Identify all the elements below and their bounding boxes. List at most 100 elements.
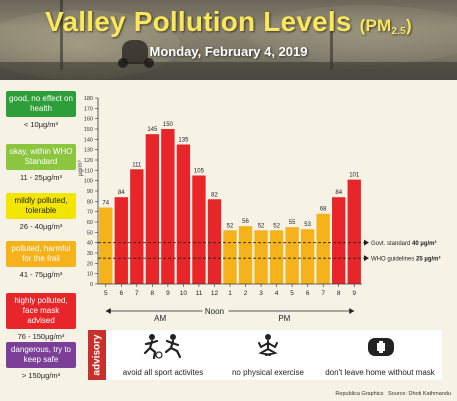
reference-arrow — [364, 239, 369, 246]
advisory-item-label: avoid all sport activites — [122, 368, 204, 377]
x-tick-label: 1 — [228, 290, 232, 297]
legend-swatch: okay, within WHO Standard — [6, 144, 76, 170]
bar — [223, 230, 237, 284]
y-tick-label: 60 — [87, 220, 93, 226]
legend-item: mildly polluted, tolerable 26 - 40µg/m³ — [6, 193, 76, 231]
x-tick-label: 11 — [196, 290, 203, 297]
road-decoration — [0, 62, 457, 80]
bar — [192, 175, 206, 284]
y-tick-label: 10 — [87, 272, 93, 278]
reference-arrow — [364, 255, 369, 262]
advisory-item-label: no physical exercise — [231, 368, 305, 377]
wheel-silhouette — [118, 58, 128, 68]
bar-value-label: 105 — [194, 169, 205, 175]
y-tick-label: 50 — [87, 230, 93, 236]
bar-value-label: 82 — [211, 192, 218, 198]
legend-swatch: highly polluted, face mask advised — [6, 293, 76, 329]
advisory-item-sport: avoid all sport activites — [108, 330, 218, 380]
header-banner: Valley Pollution Levels (PM2.5) Monday, … — [0, 0, 457, 80]
reference-line-value: 40 µg/m³ — [412, 240, 436, 247]
y-tick-label: 100 — [84, 179, 93, 185]
bar — [207, 199, 222, 284]
y-tick-label: 160 — [84, 117, 93, 123]
legend-range: 26 - 40µg/m³ — [19, 222, 63, 231]
advisory-item-exercise: no physical exercise — [218, 330, 318, 380]
publisher-label: Republica Graphics — [335, 391, 384, 397]
bar — [254, 230, 268, 284]
y-tick-label: 20 — [87, 261, 93, 267]
y-tick-label: 110 — [84, 168, 93, 174]
legend-range: > 150µg/m³ — [21, 371, 61, 380]
legend-swatch: dangerous, try to keep safe — [6, 342, 76, 368]
legend-swatch: polluted, harmful for the frail — [6, 241, 76, 267]
x-tick-label: 2 — [244, 290, 248, 297]
advisory-item-mask: don't leave home without mask — [318, 330, 442, 380]
bar-value-label: 68 — [320, 207, 327, 213]
bar-value-label: 74 — [102, 201, 109, 207]
wheel-silhouette — [144, 58, 154, 68]
reference-line-name: Govt. standard — [371, 241, 412, 247]
period-arrow — [349, 308, 355, 314]
y-tick-label: 0 — [90, 282, 93, 288]
legend-item: highly polluted, face mask advised 76 - 1… — [6, 293, 76, 341]
bar — [145, 134, 160, 284]
bar — [176, 144, 191, 284]
x-tick-label: 6 — [306, 290, 310, 297]
bar — [285, 227, 299, 284]
x-tick-label: 6 — [119, 290, 123, 297]
x-tick-label: 10 — [180, 290, 188, 297]
haze-decoration — [250, 5, 457, 65]
bar — [238, 226, 253, 284]
advisory-panel: advisory avoid all sport activites no ph… — [88, 330, 442, 380]
legend-item: good, no effect on health < 10µg/m³ — [6, 91, 76, 129]
legend-range: 41 - 75µg/m³ — [19, 270, 63, 279]
unit-sub: 2.5 — [391, 26, 406, 37]
legend-range: 11 - 25µg/m³ — [19, 173, 63, 182]
period-label-noon: Noon — [205, 307, 224, 316]
bar — [269, 230, 284, 284]
bar-value-label: 84 — [335, 190, 342, 196]
y-tick-label: 130 — [84, 148, 93, 154]
period-label-pm: PM — [278, 314, 290, 323]
bar-value-label: 52 — [273, 223, 280, 229]
x-tick-label: 7 — [321, 290, 325, 297]
bar — [161, 129, 175, 284]
pole-decoration — [60, 0, 63, 70]
bar — [114, 197, 128, 284]
unit-label: (PM2.5) — [360, 16, 412, 37]
legend-item: okay, within WHO Standard 11 - 25µg/m³ — [6, 144, 76, 182]
bar-value-label: 84 — [118, 190, 125, 196]
unit-close: ) — [405, 16, 412, 35]
x-tick-label: 5 — [290, 290, 294, 297]
y-tick-label: 140 — [84, 137, 93, 143]
title-text: Valley Pollution Levels — [45, 6, 352, 37]
x-tick-label: 3 — [259, 290, 263, 297]
date-label: Monday, February 4, 2019 — [149, 44, 308, 59]
bar-value-label: 111 — [132, 162, 142, 168]
legend-item: polluted, harmful for the frail 41 - 75µg… — [6, 241, 76, 279]
y-tick-label: 120 — [84, 158, 93, 164]
legend-range: 76 - 150µg/m³ — [17, 332, 65, 341]
advisory-item-label: don't leave home without mask — [325, 368, 435, 377]
mask-icon — [368, 338, 394, 356]
bar-value-label: 52 — [258, 223, 265, 229]
sport-icon — [143, 334, 182, 359]
bar-value-label: 53 — [304, 222, 311, 228]
bar-value-label: 150 — [163, 122, 174, 128]
bar — [99, 207, 113, 284]
x-tick-label: 9 — [352, 290, 356, 297]
legend-swatch: mildly polluted, tolerable — [6, 193, 76, 219]
x-tick-label: 5 — [104, 290, 108, 297]
x-tick-label: 7 — [135, 290, 139, 297]
reference-line-label: Govt. standard 40 µg/m³ — [371, 240, 437, 247]
pole-decoration — [330, 10, 333, 70]
y-tick-label: 90 — [87, 189, 93, 195]
y-tick-label: 40 — [87, 241, 93, 247]
bar — [332, 197, 346, 284]
bar — [130, 169, 144, 284]
reference-line-name: WHO guidelines — [371, 257, 416, 263]
period-arrow — [105, 308, 111, 314]
advisory-tab-label: advisory — [91, 334, 103, 376]
bar-value-label: 52 — [227, 223, 234, 229]
